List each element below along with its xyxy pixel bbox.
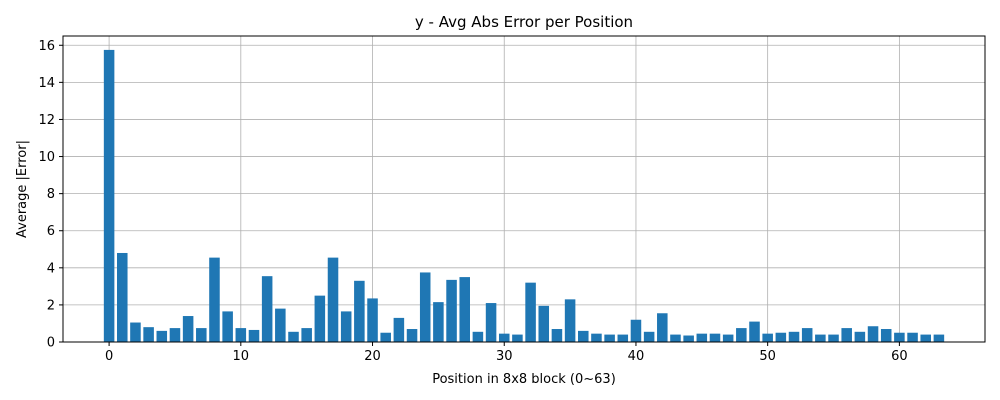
bar — [103, 49, 115, 343]
bar — [143, 327, 154, 342]
bar — [828, 334, 839, 342]
bar — [340, 311, 352, 342]
y-tick-label: 0 — [47, 336, 55, 351]
y-tick-label: 12 — [38, 113, 55, 128]
bar — [617, 334, 629, 342]
grid-lines — [63, 36, 985, 343]
y-tick-label: 4 — [47, 261, 55, 276]
bar — [485, 303, 497, 342]
bar — [801, 328, 813, 342]
bar — [538, 305, 550, 342]
y-tick-label: 16 — [38, 39, 55, 54]
bar — [604, 334, 615, 342]
bar — [235, 328, 247, 342]
bar — [525, 282, 536, 342]
bar — [354, 280, 365, 342]
bar — [117, 252, 128, 342]
bar — [670, 334, 681, 342]
bar — [762, 333, 773, 342]
bar — [854, 331, 866, 342]
y-tick-label: 2 — [47, 298, 55, 313]
y-tick-label: 14 — [38, 76, 55, 91]
bar — [775, 332, 787, 342]
bar — [406, 329, 418, 342]
bar — [498, 333, 510, 342]
y-tick-label: 6 — [47, 224, 55, 239]
bar — [327, 257, 339, 342]
bar — [722, 334, 734, 342]
bar — [880, 329, 892, 342]
x-tick-label: 60 — [891, 349, 908, 364]
bar — [551, 329, 563, 342]
bar — [169, 328, 181, 342]
bar — [419, 272, 431, 342]
x-tick-label: 0 — [105, 349, 113, 364]
bar-series — [103, 49, 945, 343]
x-axis-ticks: 0 10 20 30 40 50 60 — [105, 342, 908, 364]
bar — [367, 298, 378, 342]
bar — [275, 308, 286, 342]
bar — [512, 334, 523, 342]
y-tick-label: 10 — [38, 150, 55, 165]
y-axis-label: Average |Error| — [15, 140, 30, 238]
bar — [894, 332, 905, 342]
bar — [736, 328, 747, 342]
bar — [301, 328, 312, 342]
plot-frame — [62, 35, 986, 343]
bar — [222, 311, 233, 342]
bar — [288, 331, 299, 342]
bar — [683, 335, 694, 342]
bar — [630, 319, 642, 342]
bar — [709, 333, 721, 342]
bar — [643, 331, 655, 342]
bar — [314, 295, 326, 342]
bar — [248, 329, 260, 342]
bar — [459, 277, 470, 342]
bar — [788, 331, 800, 342]
bar — [907, 332, 918, 342]
bar — [564, 299, 576, 342]
bar — [920, 334, 931, 342]
x-tick-label: 50 — [759, 349, 776, 364]
bar — [933, 334, 945, 342]
y-axis-ticks: 0 2 4 6 8 10 12 14 16 — [38, 39, 63, 351]
bar — [472, 331, 484, 342]
bar — [209, 257, 220, 342]
x-axis-label: Position in 8x8 block (0~63) — [432, 372, 616, 387]
x-tick-label: 30 — [496, 349, 513, 364]
bar — [196, 328, 207, 342]
x-tick-label: 20 — [364, 349, 381, 364]
x-tick-label: 10 — [233, 349, 250, 364]
bar — [867, 326, 879, 342]
bar — [156, 330, 168, 342]
bar — [749, 321, 760, 342]
bar — [130, 322, 141, 342]
y-tick-label: 8 — [47, 187, 55, 202]
bar — [841, 328, 852, 342]
bar — [815, 334, 826, 342]
bar — [578, 330, 589, 342]
bar — [182, 316, 194, 342]
x-tick-label: 40 — [628, 349, 645, 364]
bar — [696, 333, 708, 342]
bar — [433, 302, 444, 342]
bar — [393, 317, 405, 342]
bar — [657, 313, 668, 342]
bar — [261, 276, 273, 342]
bar — [591, 333, 602, 342]
bar — [380, 332, 391, 342]
chart-title: y - Avg Abs Error per Position — [415, 13, 633, 31]
bar — [446, 279, 457, 342]
